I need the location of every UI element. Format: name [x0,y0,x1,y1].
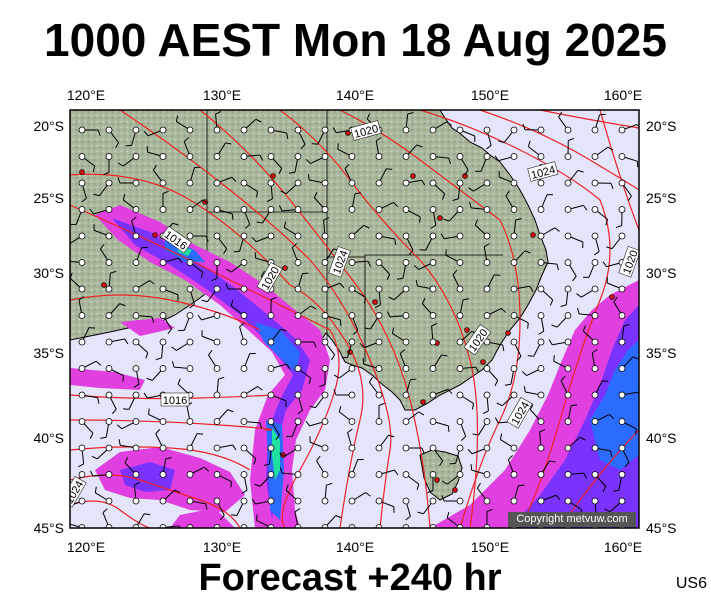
lon-ticks-bottom: 120°E 130°E 140°E 150°E 160°E [67,539,642,555]
lat-tick-right: 30°S [646,265,677,281]
lon-tick-bottom: 130°E [203,539,241,555]
isobar-label: 1016 [161,393,189,407]
lat-tick-left: 20°S [33,118,64,134]
lat-tick-left: 35°S [33,345,64,361]
lat-tick-right: 35°S [646,345,677,361]
lon-tick-bottom: 140°E [336,539,374,555]
lat-ticks-right: 20°S 25°S 30°S 35°S 40°S 45°S [646,118,677,536]
svg-text:1016: 1016 [163,395,187,407]
lon-ticks-top: 120°E 130°E 140°E 150°E 160°E [67,87,642,103]
lat-tick-right: 20°S [646,118,677,134]
lon-tick-top: 160°E [604,87,642,103]
lat-tick-right: 40°S [646,430,677,446]
lat-tick-left: 40°S [33,430,64,446]
lon-tick-bottom: 160°E [604,539,642,555]
lon-tick-top: 120°E [67,87,105,103]
lat-tick-left: 45°S [33,520,64,536]
lon-tick-top: 150°E [471,87,509,103]
lat-ticks-left: 20°S 25°S 30°S 35°S 40°S 45°S [33,118,64,536]
model-code: US6 [676,575,707,593]
lat-tick-left: 25°S [33,190,64,206]
copyright-badge: Copyright metvuw.com [508,512,636,527]
lon-tick-top: 130°E [203,87,241,103]
forecast-subtitle: Forecast +240 hr [180,555,520,601]
lat-tick-left: 30°S [33,265,64,281]
lat-tick-right: 45°S [646,520,677,536]
lon-tick-bottom: 120°E [67,539,105,555]
lat-tick-right: 25°S [646,190,677,206]
lon-tick-bottom: 150°E [471,539,509,555]
lon-tick-top: 140°E [336,87,374,103]
